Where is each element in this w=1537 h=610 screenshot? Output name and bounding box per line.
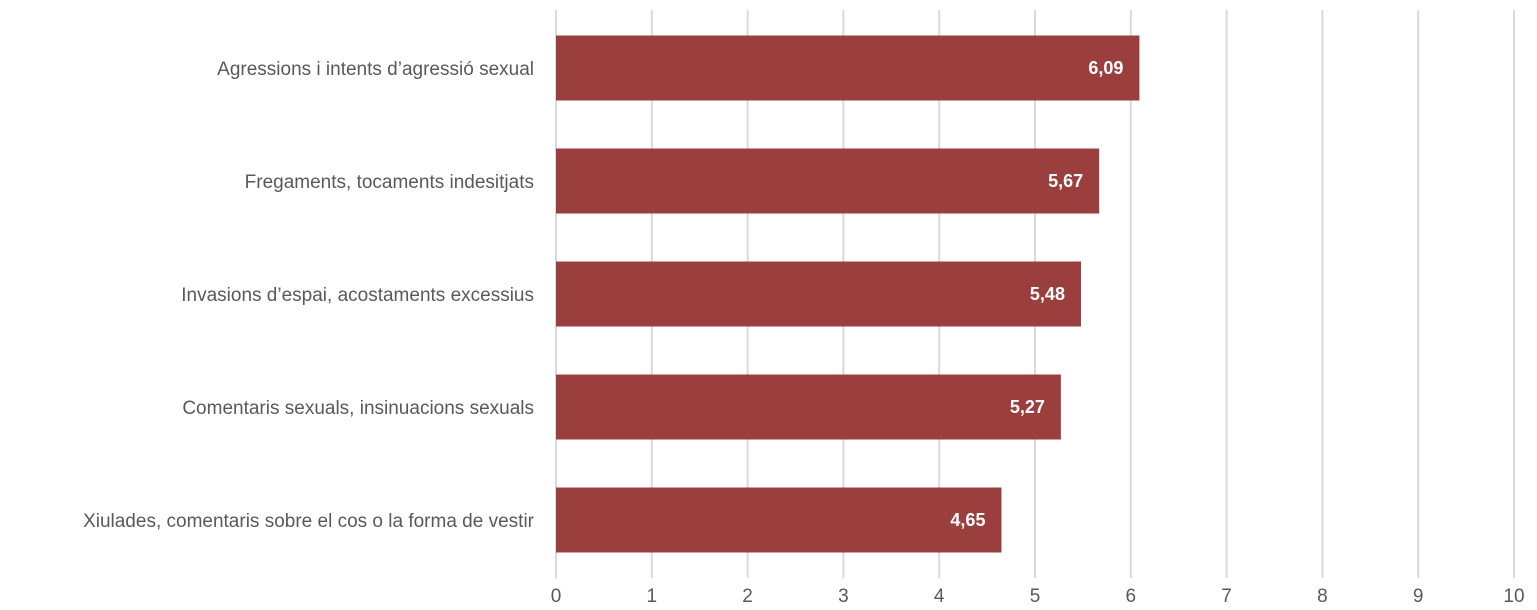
bar <box>556 374 1061 440</box>
category-label: Fregaments, tocaments indesitjats <box>245 172 534 193</box>
x-axis-tick-labels: 0 1 2 3 4 5 6 7 8 9 10 <box>551 586 1525 607</box>
x-tick-label: 0 <box>551 586 562 607</box>
x-tick-label: 2 <box>742 586 753 607</box>
bar <box>556 261 1081 327</box>
x-tick-label: 10 <box>1503 586 1524 607</box>
x-tick-label: 1 <box>647 586 658 607</box>
x-tick-label: 5 <box>1030 586 1041 607</box>
bar <box>556 35 1140 101</box>
bar-value-label: 5,48 <box>1030 284 1065 304</box>
category-label: Invasions d’espai, acostaments excessius <box>181 285 534 306</box>
bar <box>556 487 1002 553</box>
bars <box>556 35 1140 553</box>
bar-value-label: 5,27 <box>1010 397 1045 417</box>
bar-value-label: 5,67 <box>1048 171 1083 191</box>
x-tick-label: 7 <box>1221 586 1232 607</box>
x-tick-label: 6 <box>1126 586 1137 607</box>
bar <box>556 148 1100 214</box>
category-labels: Agressions i intents d’agressió sexual Fr… <box>83 59 535 532</box>
category-label: Agressions i intents d’agressió sexual <box>217 59 534 80</box>
bar-value-label: 6,09 <box>1088 58 1123 78</box>
data-labels: 6,09 5,67 5,48 5,27 4,65 <box>950 58 1123 530</box>
x-tick-label: 4 <box>934 586 945 607</box>
x-tick-label: 3 <box>838 586 849 607</box>
x-tick-label: 9 <box>1413 586 1424 607</box>
bar-value-label: 4,65 <box>950 510 985 530</box>
category-label: Comentaris sexuals, insinuacions sexuals <box>182 398 534 419</box>
category-label: Xiulades, comentaris sobre el cos o la f… <box>83 511 535 532</box>
x-tick-label: 8 <box>1317 586 1328 607</box>
